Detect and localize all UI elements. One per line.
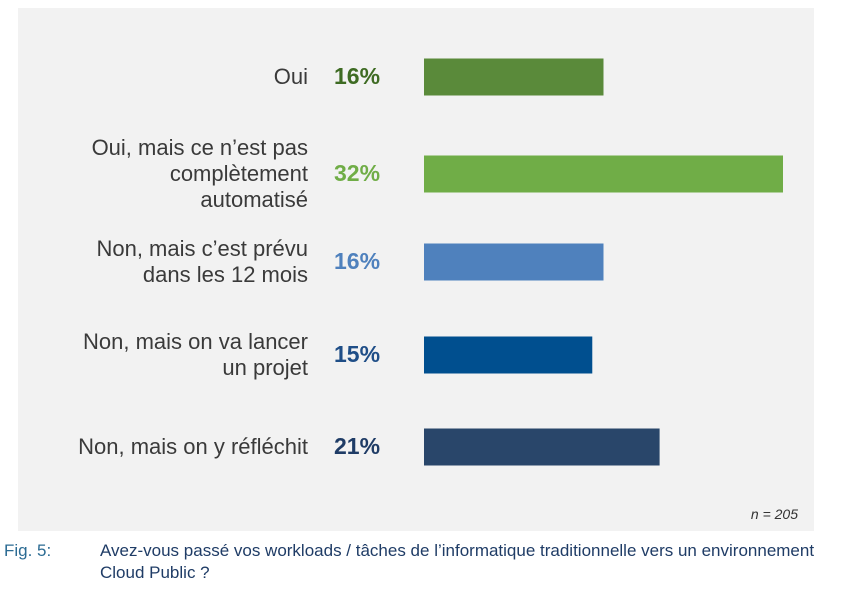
bar-4 xyxy=(424,336,593,374)
bar-2 xyxy=(424,155,783,193)
bar-5 xyxy=(424,428,660,466)
value-label-5: 21% xyxy=(334,433,381,459)
category-label-1: Oui xyxy=(273,64,308,89)
category-label-3: Non, mais c’est prévu dans les 12 mois xyxy=(96,236,308,287)
category-label-5: Non, mais on y réfléchit xyxy=(78,434,308,459)
value-label-1: 16% xyxy=(334,63,381,89)
bar-chart xyxy=(424,58,783,466)
figure-label: Fig. 5: xyxy=(4,541,52,560)
sample-size-note: n = 205 xyxy=(750,506,798,522)
category-label-2: Oui, mais ce n’est pas complètement auto… xyxy=(91,135,308,212)
value-label-3: 16% xyxy=(334,248,381,274)
category-label-4: Non, mais on va lancer un projet xyxy=(83,329,308,380)
chart-panel: Oui 16% Oui, mais ce n’est pas complètemen… xyxy=(18,8,814,531)
value-label-4: 15% xyxy=(334,341,381,367)
value-label-2: 32% xyxy=(334,160,381,186)
bar-1 xyxy=(424,58,604,96)
bar-3 xyxy=(424,243,604,281)
figure-caption-text: Avez-vous passé vos workloads / tâches d… xyxy=(100,541,815,582)
